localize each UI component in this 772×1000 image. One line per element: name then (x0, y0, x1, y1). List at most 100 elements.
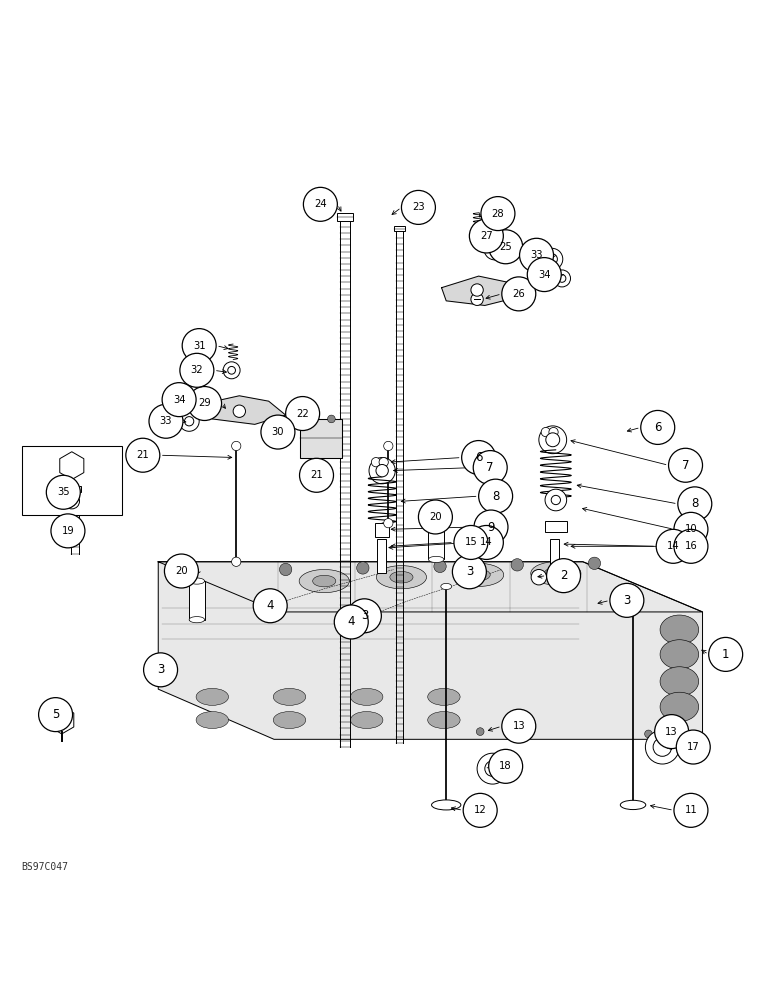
Text: 33: 33 (160, 416, 172, 426)
Text: 3: 3 (157, 663, 164, 676)
Ellipse shape (660, 615, 699, 644)
Text: 11: 11 (685, 805, 697, 815)
Circle shape (655, 715, 689, 749)
Text: 30: 30 (272, 427, 284, 437)
FancyBboxPatch shape (22, 446, 122, 515)
FancyBboxPatch shape (69, 486, 81, 492)
Polygon shape (442, 276, 516, 305)
Circle shape (384, 441, 393, 451)
Circle shape (481, 197, 515, 231)
Circle shape (454, 525, 488, 559)
Text: 3: 3 (466, 565, 473, 578)
Circle shape (64, 493, 80, 509)
Circle shape (261, 415, 295, 449)
Circle shape (46, 475, 80, 509)
Circle shape (656, 529, 690, 563)
Ellipse shape (189, 578, 205, 584)
Ellipse shape (196, 712, 229, 729)
Circle shape (645, 730, 652, 738)
Text: 7: 7 (682, 459, 689, 472)
Circle shape (463, 793, 497, 827)
Circle shape (645, 730, 679, 764)
Text: 35: 35 (57, 487, 69, 497)
Circle shape (379, 458, 388, 467)
Circle shape (551, 495, 560, 505)
Circle shape (384, 519, 393, 528)
Text: 25: 25 (499, 242, 512, 252)
Circle shape (674, 793, 708, 827)
Circle shape (554, 270, 571, 287)
FancyBboxPatch shape (550, 539, 559, 573)
Circle shape (223, 362, 240, 379)
Polygon shape (205, 396, 286, 424)
Circle shape (259, 599, 275, 614)
Circle shape (469, 525, 503, 559)
Circle shape (641, 410, 675, 444)
Text: 4: 4 (266, 599, 274, 612)
Circle shape (676, 730, 710, 764)
Circle shape (489, 230, 523, 264)
Circle shape (334, 605, 368, 639)
Polygon shape (158, 562, 703, 739)
Circle shape (188, 387, 222, 420)
Circle shape (477, 753, 508, 784)
Circle shape (233, 405, 245, 417)
Ellipse shape (428, 688, 460, 705)
Circle shape (489, 749, 523, 783)
Circle shape (471, 229, 485, 243)
Circle shape (674, 529, 708, 563)
Circle shape (300, 458, 334, 492)
FancyBboxPatch shape (545, 521, 567, 532)
Text: 3: 3 (623, 594, 631, 607)
Text: 4: 4 (347, 615, 355, 628)
Ellipse shape (189, 617, 205, 623)
Circle shape (452, 555, 486, 589)
Circle shape (484, 238, 506, 260)
Circle shape (502, 709, 536, 743)
Circle shape (371, 458, 381, 467)
Circle shape (144, 653, 178, 687)
Text: 14: 14 (480, 537, 493, 547)
Text: 3: 3 (361, 609, 368, 622)
Circle shape (182, 329, 216, 363)
Text: 1: 1 (722, 648, 730, 661)
Text: 21: 21 (137, 450, 149, 460)
Circle shape (459, 566, 475, 581)
Circle shape (341, 616, 357, 631)
Circle shape (669, 448, 703, 482)
Ellipse shape (441, 583, 452, 590)
Circle shape (347, 599, 381, 633)
Text: 18: 18 (499, 761, 512, 771)
Text: 31: 31 (193, 341, 205, 351)
Circle shape (162, 383, 196, 417)
Text: 6: 6 (654, 421, 662, 434)
Circle shape (674, 512, 708, 546)
Polygon shape (158, 562, 703, 612)
Ellipse shape (628, 590, 638, 595)
Circle shape (541, 248, 563, 270)
Circle shape (489, 244, 500, 255)
Text: 14: 14 (667, 541, 679, 551)
Circle shape (369, 458, 395, 484)
Circle shape (327, 415, 335, 423)
Ellipse shape (428, 556, 444, 563)
Circle shape (471, 284, 483, 296)
Text: 34: 34 (538, 270, 550, 280)
Circle shape (479, 479, 513, 513)
FancyBboxPatch shape (337, 213, 353, 221)
Circle shape (149, 404, 183, 438)
Ellipse shape (273, 712, 306, 729)
Text: 26: 26 (513, 289, 525, 299)
Circle shape (434, 560, 446, 573)
Ellipse shape (300, 569, 349, 593)
FancyBboxPatch shape (377, 539, 386, 573)
Ellipse shape (544, 568, 567, 579)
Circle shape (228, 366, 235, 374)
Text: 13: 13 (513, 721, 525, 731)
Circle shape (286, 397, 320, 431)
Text: 34: 34 (173, 395, 185, 405)
Text: 28: 28 (492, 209, 504, 219)
Ellipse shape (273, 688, 306, 705)
Circle shape (232, 441, 241, 451)
Ellipse shape (660, 640, 699, 669)
